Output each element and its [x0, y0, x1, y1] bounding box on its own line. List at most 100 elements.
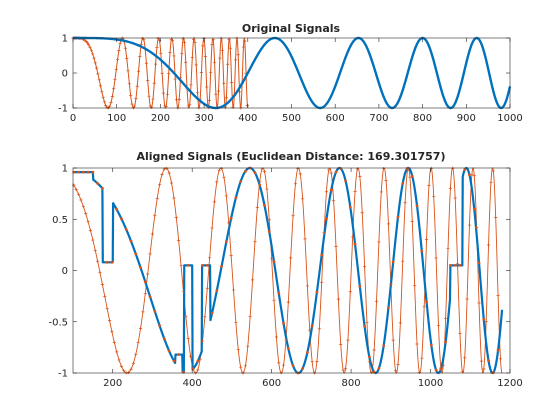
- data-point-aligned-signal-1: [434, 368, 438, 372]
- data-point-aligned-signal-2: [498, 357, 503, 361]
- data-point-aligned-signal-2: [181, 289, 186, 294]
- data-point-aligned-signal-2: [320, 280, 324, 284]
- data-point-aligned-signal-2: [134, 352, 138, 356]
- data-point-aligned-signal-2: [219, 166, 224, 171]
- data-point-aligned-signal-2: [491, 169, 495, 173]
- data-point-aligned-signal-1: [348, 205, 352, 209]
- data-point-aligned-signal-2: [246, 344, 250, 348]
- data-point-aligned-signal-2: [296, 167, 300, 171]
- data-point-aligned-signal-1: [100, 186, 104, 190]
- data-point-aligned-signal-2: [184, 314, 188, 318]
- data-point-aligned-signal-1: [453, 263, 457, 267]
- data-point-aligned-signal-2: [332, 199, 336, 203]
- data-point-aligned-signal-2: [453, 196, 457, 200]
- data-point-signal-2: [135, 84, 139, 88]
- data-point-aligned-signal-2: [417, 370, 422, 374]
- data-point-aligned-signal-2: [174, 215, 178, 220]
- data-point-aligned-signal-2: [393, 369, 398, 373]
- data-point-aligned-signal-2: [317, 327, 321, 331]
- data-point-signal-2: [216, 89, 221, 93]
- data-point-signal-2: [155, 45, 159, 50]
- original-signals-plot-area: [71, 36, 512, 110]
- data-point-aligned-signal-1: [439, 367, 443, 371]
- data-point-aligned-signal-2: [496, 293, 500, 297]
- data-point-aligned-signal-2: [482, 367, 486, 371]
- x-tick-label: 800: [342, 378, 361, 389]
- data-point-aligned-signal-2: [105, 306, 109, 311]
- data-point-signal-2: [218, 56, 222, 60]
- data-point-signal-2: [205, 85, 209, 89]
- data-point-signal-2: [212, 60, 217, 65]
- data-point-signal-2: [201, 44, 205, 48]
- data-point-aligned-signal-2: [420, 356, 424, 360]
- data-point-signal-2: [97, 78, 101, 82]
- data-point-aligned-signal-2: [274, 335, 279, 339]
- data-point-aligned-signal-1: [425, 300, 428, 304]
- data-point-signal-2: [100, 90, 104, 94]
- data-point-aligned-signal-1: [96, 181, 100, 185]
- data-point-aligned-signal-1: [91, 170, 95, 174]
- data-point-aligned-signal-2: [448, 186, 453, 191]
- data-point-signal-2: [188, 103, 192, 107]
- x-tick-label: 200: [103, 378, 122, 389]
- data-point-aligned-signal-2: [179, 263, 183, 268]
- data-point-aligned-signal-2: [277, 361, 281, 365]
- x-tick-label: 0: [70, 113, 76, 124]
- y-tick-label: 0: [62, 69, 68, 80]
- data-point-aligned-signal-2: [343, 367, 348, 371]
- data-point-signal-2: [101, 95, 105, 99]
- data-point-aligned-signal-1: [334, 170, 338, 174]
- data-point-aligned-signal-2: [301, 197, 305, 201]
- data-point-signal-2: [243, 39, 247, 43]
- data-point-signal-2: [241, 45, 246, 49]
- data-point-aligned-signal-1: [153, 309, 157, 313]
- data-point-aligned-signal-2: [208, 256, 212, 260]
- data-point-aligned-signal-2: [265, 187, 269, 191]
- data-point-aligned-signal-2: [239, 365, 243, 369]
- data-point-aligned-signal-2: [308, 328, 312, 332]
- data-point-aligned-signal-2: [305, 284, 309, 288]
- data-point-aligned-signal-2: [446, 246, 450, 250]
- data-point-signal-2: [147, 94, 151, 98]
- data-point-aligned-signal-2: [91, 238, 95, 242]
- data-point-aligned-signal-2: [267, 218, 271, 222]
- data-point-aligned-signal-2: [303, 237, 307, 241]
- data-point-aligned-signal-1: [115, 208, 119, 211]
- data-point-aligned-signal-1: [325, 217, 328, 221]
- series-line-aligned-signal-1: [72, 166, 504, 375]
- data-point-aligned-signal-1: [444, 340, 448, 344]
- data-point-aligned-signal-2: [200, 339, 205, 343]
- data-point-aligned-signal-1: [139, 266, 142, 269]
- series-markers-aligned-signal-1: [72, 166, 500, 375]
- data-point-aligned-signal-1: [253, 171, 257, 175]
- data-point-aligned-signal-1: [310, 324, 314, 328]
- data-point-signal-2: [93, 61, 97, 65]
- data-point-signal-2: [173, 77, 177, 81]
- data-point-aligned-signal-2: [253, 240, 257, 244]
- data-point-signal-2: [112, 87, 116, 91]
- data-point-aligned-signal-2: [413, 283, 417, 288]
- data-point-aligned-signal-1: [162, 337, 166, 341]
- data-point-aligned-signal-1: [105, 260, 109, 264]
- x-tick-label: 300: [195, 113, 214, 124]
- data-point-aligned-signal-2: [270, 257, 274, 261]
- data-point-aligned-signal-2: [186, 336, 190, 341]
- data-point-aligned-signal-1: [224, 240, 228, 244]
- original-signals-axes: 0 100 200 300 400 500 600 700 800 900 1000-101: [58, 34, 523, 125]
- data-point-signal-2: [89, 48, 93, 52]
- data-point-aligned-signal-2: [203, 315, 207, 319]
- data-point-signal-2: [118, 41, 122, 45]
- data-point-aligned-signal-2: [262, 169, 267, 173]
- data-point-aligned-signal-2: [129, 367, 133, 371]
- data-point-aligned-signal-2: [424, 238, 429, 242]
- data-point-aligned-signal-1: [396, 215, 400, 219]
- data-point-signal-2: [114, 67, 118, 72]
- data-point-aligned-signal-1: [134, 252, 138, 256]
- data-point-aligned-signal-2: [103, 294, 107, 299]
- data-point-signal-2: [180, 51, 184, 56]
- data-point-aligned-signal-1: [420, 249, 424, 253]
- data-point-aligned-signal-1: [172, 359, 176, 363]
- data-point-aligned-signal-1: [110, 260, 114, 264]
- data-point-aligned-signal-1: [286, 347, 290, 350]
